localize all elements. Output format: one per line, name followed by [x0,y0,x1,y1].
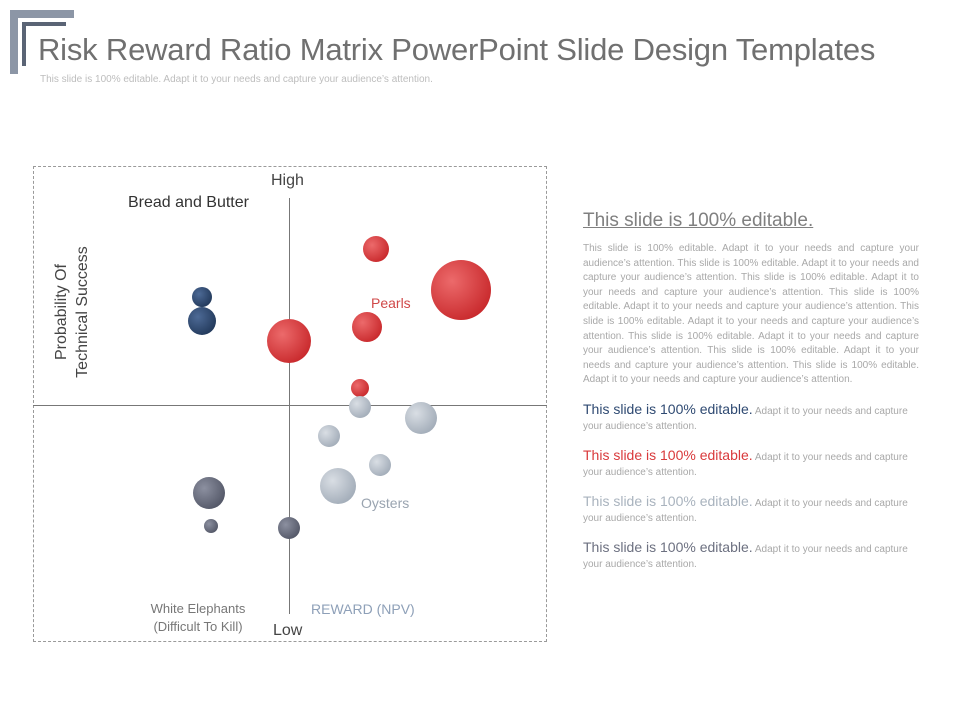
legend-item: This slide is 100% editable. Adapt it to… [583,400,919,434]
legend-item-text: Adapt it to your needs and capture your … [583,405,908,432]
legend-item-heading: This slide is 100% editable. [583,446,753,463]
legend-item: This slide is 100% editable. Adapt it to… [583,538,919,572]
legend-item-heading: This slide is 100% editable. [583,538,753,555]
white-elephants-line-2: (Difficult To Kill) [153,619,243,634]
panel-title: This slide is 100% editable. [583,210,814,231]
quadrant-label-pearls: Pearls [371,295,411,311]
quadrant-label-oysters: Oysters [361,495,410,511]
matrix-frame [33,166,547,642]
description-panel: This slide is 100% editable. This slide … [583,210,919,572]
vertical-axis-line [289,198,290,614]
low-label: Low [273,622,303,639]
x-axis-label: REWARD (NPV) [311,601,415,617]
legend-item: This slide is 100% editable. Adapt it to… [583,492,919,526]
horizontal-axis-line [33,405,547,406]
y-axis-label-line-2: Technical Success [74,246,91,378]
white-elephants-line-1: White Elephants [150,601,246,616]
y-axis-label: Probability Of Technical Success [51,212,93,412]
page-subtitle: This slide is 100% editable. Adapt it to… [40,74,433,85]
panel-body: This slide is 100% editable. Adapt it to… [583,243,919,386]
legend-item: This slide is 100% editable. Adapt it to… [583,446,919,480]
legend-item-heading: This slide is 100% editable. [583,492,753,509]
page-title: Risk Reward Ratio Matrix PowerPoint Slid… [38,32,876,67]
legend-item-text: Adapt it to your needs and capture your … [583,543,908,570]
legend-item-heading: This slide is 100% editable. [583,400,753,417]
quadrant-label-white-elephants: White Elephants (Difficult To Kill) [134,600,262,636]
high-label: High [271,172,304,189]
legend-item-text: Adapt it to your needs and capture your … [583,497,908,524]
y-axis-label-line-1: Probability Of [53,263,70,361]
quadrant-label-bread-and-butter: Bread and Butter [128,194,249,211]
legend-item-text: Adapt it to your needs and capture your … [583,451,908,478]
